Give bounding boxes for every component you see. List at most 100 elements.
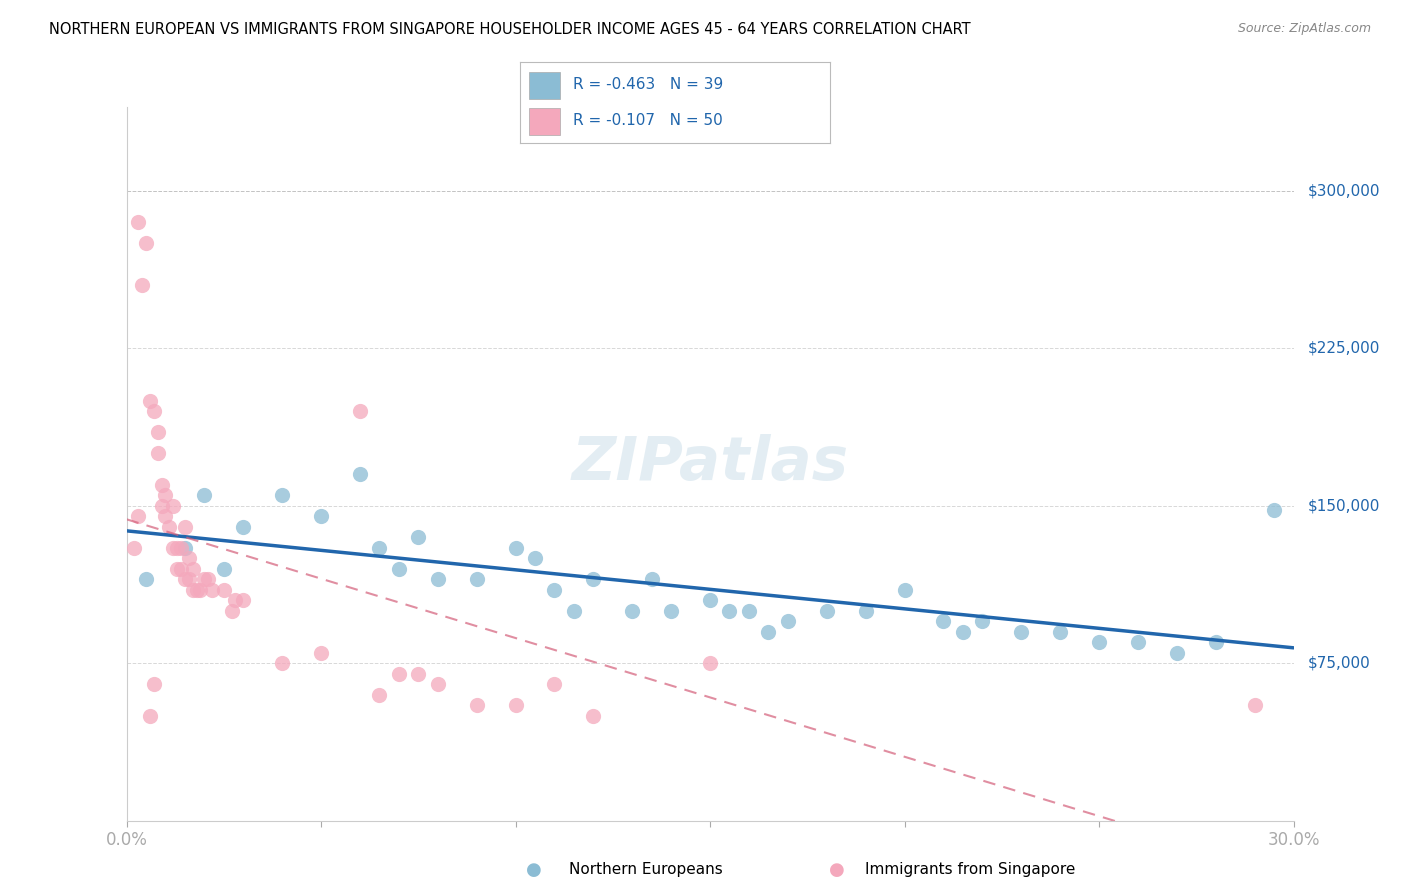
Point (157, 520, 180, 534)
Point (756, 624, 779, 639)
Point (232, 593, 254, 607)
FancyBboxPatch shape (530, 108, 561, 135)
Point (855, 604, 877, 618)
Point (142, 677, 165, 691)
Point (465, 572, 488, 586)
Point (155, 488, 177, 502)
Point (127, 509, 149, 524)
Text: ●: ● (828, 861, 845, 879)
Point (271, 657, 294, 671)
Point (177, 572, 200, 586)
Point (1126, 635, 1149, 649)
Point (309, 646, 332, 660)
Point (1088, 635, 1111, 649)
Point (465, 698, 488, 713)
Point (932, 614, 955, 628)
Text: NORTHERN EUROPEAN VS IMMIGRANTS FROM SINGAPORE HOUSEHOLDER INCOME AGES 45 - 64 Y: NORTHERN EUROPEAN VS IMMIGRANTS FROM SIN… (49, 22, 970, 37)
Point (505, 541, 527, 555)
Point (150, 499, 173, 513)
Text: Immigrants from Singapore: Immigrants from Singapore (865, 863, 1076, 877)
Text: $225,000: $225,000 (1308, 341, 1379, 356)
Text: R = -0.107   N = 50: R = -0.107 N = 50 (572, 112, 723, 128)
Point (186, 582, 208, 597)
Point (408, 530, 430, 544)
Point (181, 562, 204, 576)
Point (388, 666, 411, 681)
Point (582, 572, 605, 586)
Point (146, 425, 169, 440)
Point (201, 582, 224, 597)
Point (177, 551, 200, 566)
Point (166, 562, 188, 576)
Point (193, 572, 215, 586)
Point (162, 541, 184, 555)
Point (972, 614, 994, 628)
Point (166, 541, 188, 555)
Point (368, 688, 391, 702)
Point (349, 404, 371, 418)
Text: $150,000: $150,000 (1308, 499, 1379, 513)
Point (155, 509, 177, 524)
Text: $75,000: $75,000 (1308, 656, 1371, 671)
Point (271, 488, 294, 502)
Point (368, 541, 391, 555)
Point (621, 604, 644, 618)
Point (124, 541, 146, 555)
Point (738, 604, 761, 618)
Point (659, 604, 682, 618)
Point (699, 593, 721, 607)
Point (776, 614, 799, 628)
Point (174, 572, 197, 586)
Point (150, 478, 173, 492)
Point (388, 562, 411, 576)
Point (170, 562, 193, 576)
Point (893, 582, 915, 597)
Point (582, 708, 605, 723)
Point (1166, 646, 1188, 660)
Point (162, 499, 184, 513)
Point (190, 582, 212, 597)
Point (142, 404, 165, 418)
Point (641, 572, 664, 586)
Point (131, 278, 153, 293)
Point (181, 582, 204, 597)
FancyBboxPatch shape (530, 72, 561, 99)
Point (139, 708, 162, 723)
Point (1010, 624, 1032, 639)
Point (1263, 503, 1285, 517)
Point (139, 393, 162, 408)
Text: $300,000: $300,000 (1308, 184, 1379, 199)
Text: ●: ● (526, 861, 543, 879)
Point (193, 488, 215, 502)
Point (174, 541, 197, 555)
Point (221, 604, 243, 618)
Point (127, 215, 149, 229)
Text: Northern Europeans: Northern Europeans (569, 863, 723, 877)
Point (224, 593, 246, 607)
Point (1049, 624, 1071, 639)
Point (309, 509, 332, 524)
Point (212, 582, 235, 597)
Text: R = -0.463   N = 39: R = -0.463 N = 39 (572, 78, 723, 93)
Point (174, 520, 197, 534)
Point (146, 446, 169, 460)
Point (505, 698, 527, 713)
Point (408, 666, 430, 681)
Point (562, 604, 585, 618)
Point (543, 677, 565, 691)
Point (1243, 698, 1265, 713)
Point (1205, 635, 1227, 649)
Point (135, 572, 157, 586)
Text: ZIPatlas: ZIPatlas (571, 434, 849, 493)
Point (523, 551, 546, 566)
Point (197, 572, 219, 586)
Point (170, 541, 193, 555)
Point (135, 236, 157, 251)
Point (232, 520, 254, 534)
Point (699, 657, 721, 671)
Point (815, 604, 838, 618)
Point (718, 604, 741, 618)
Point (952, 624, 974, 639)
Point (426, 572, 449, 586)
Point (349, 467, 371, 482)
